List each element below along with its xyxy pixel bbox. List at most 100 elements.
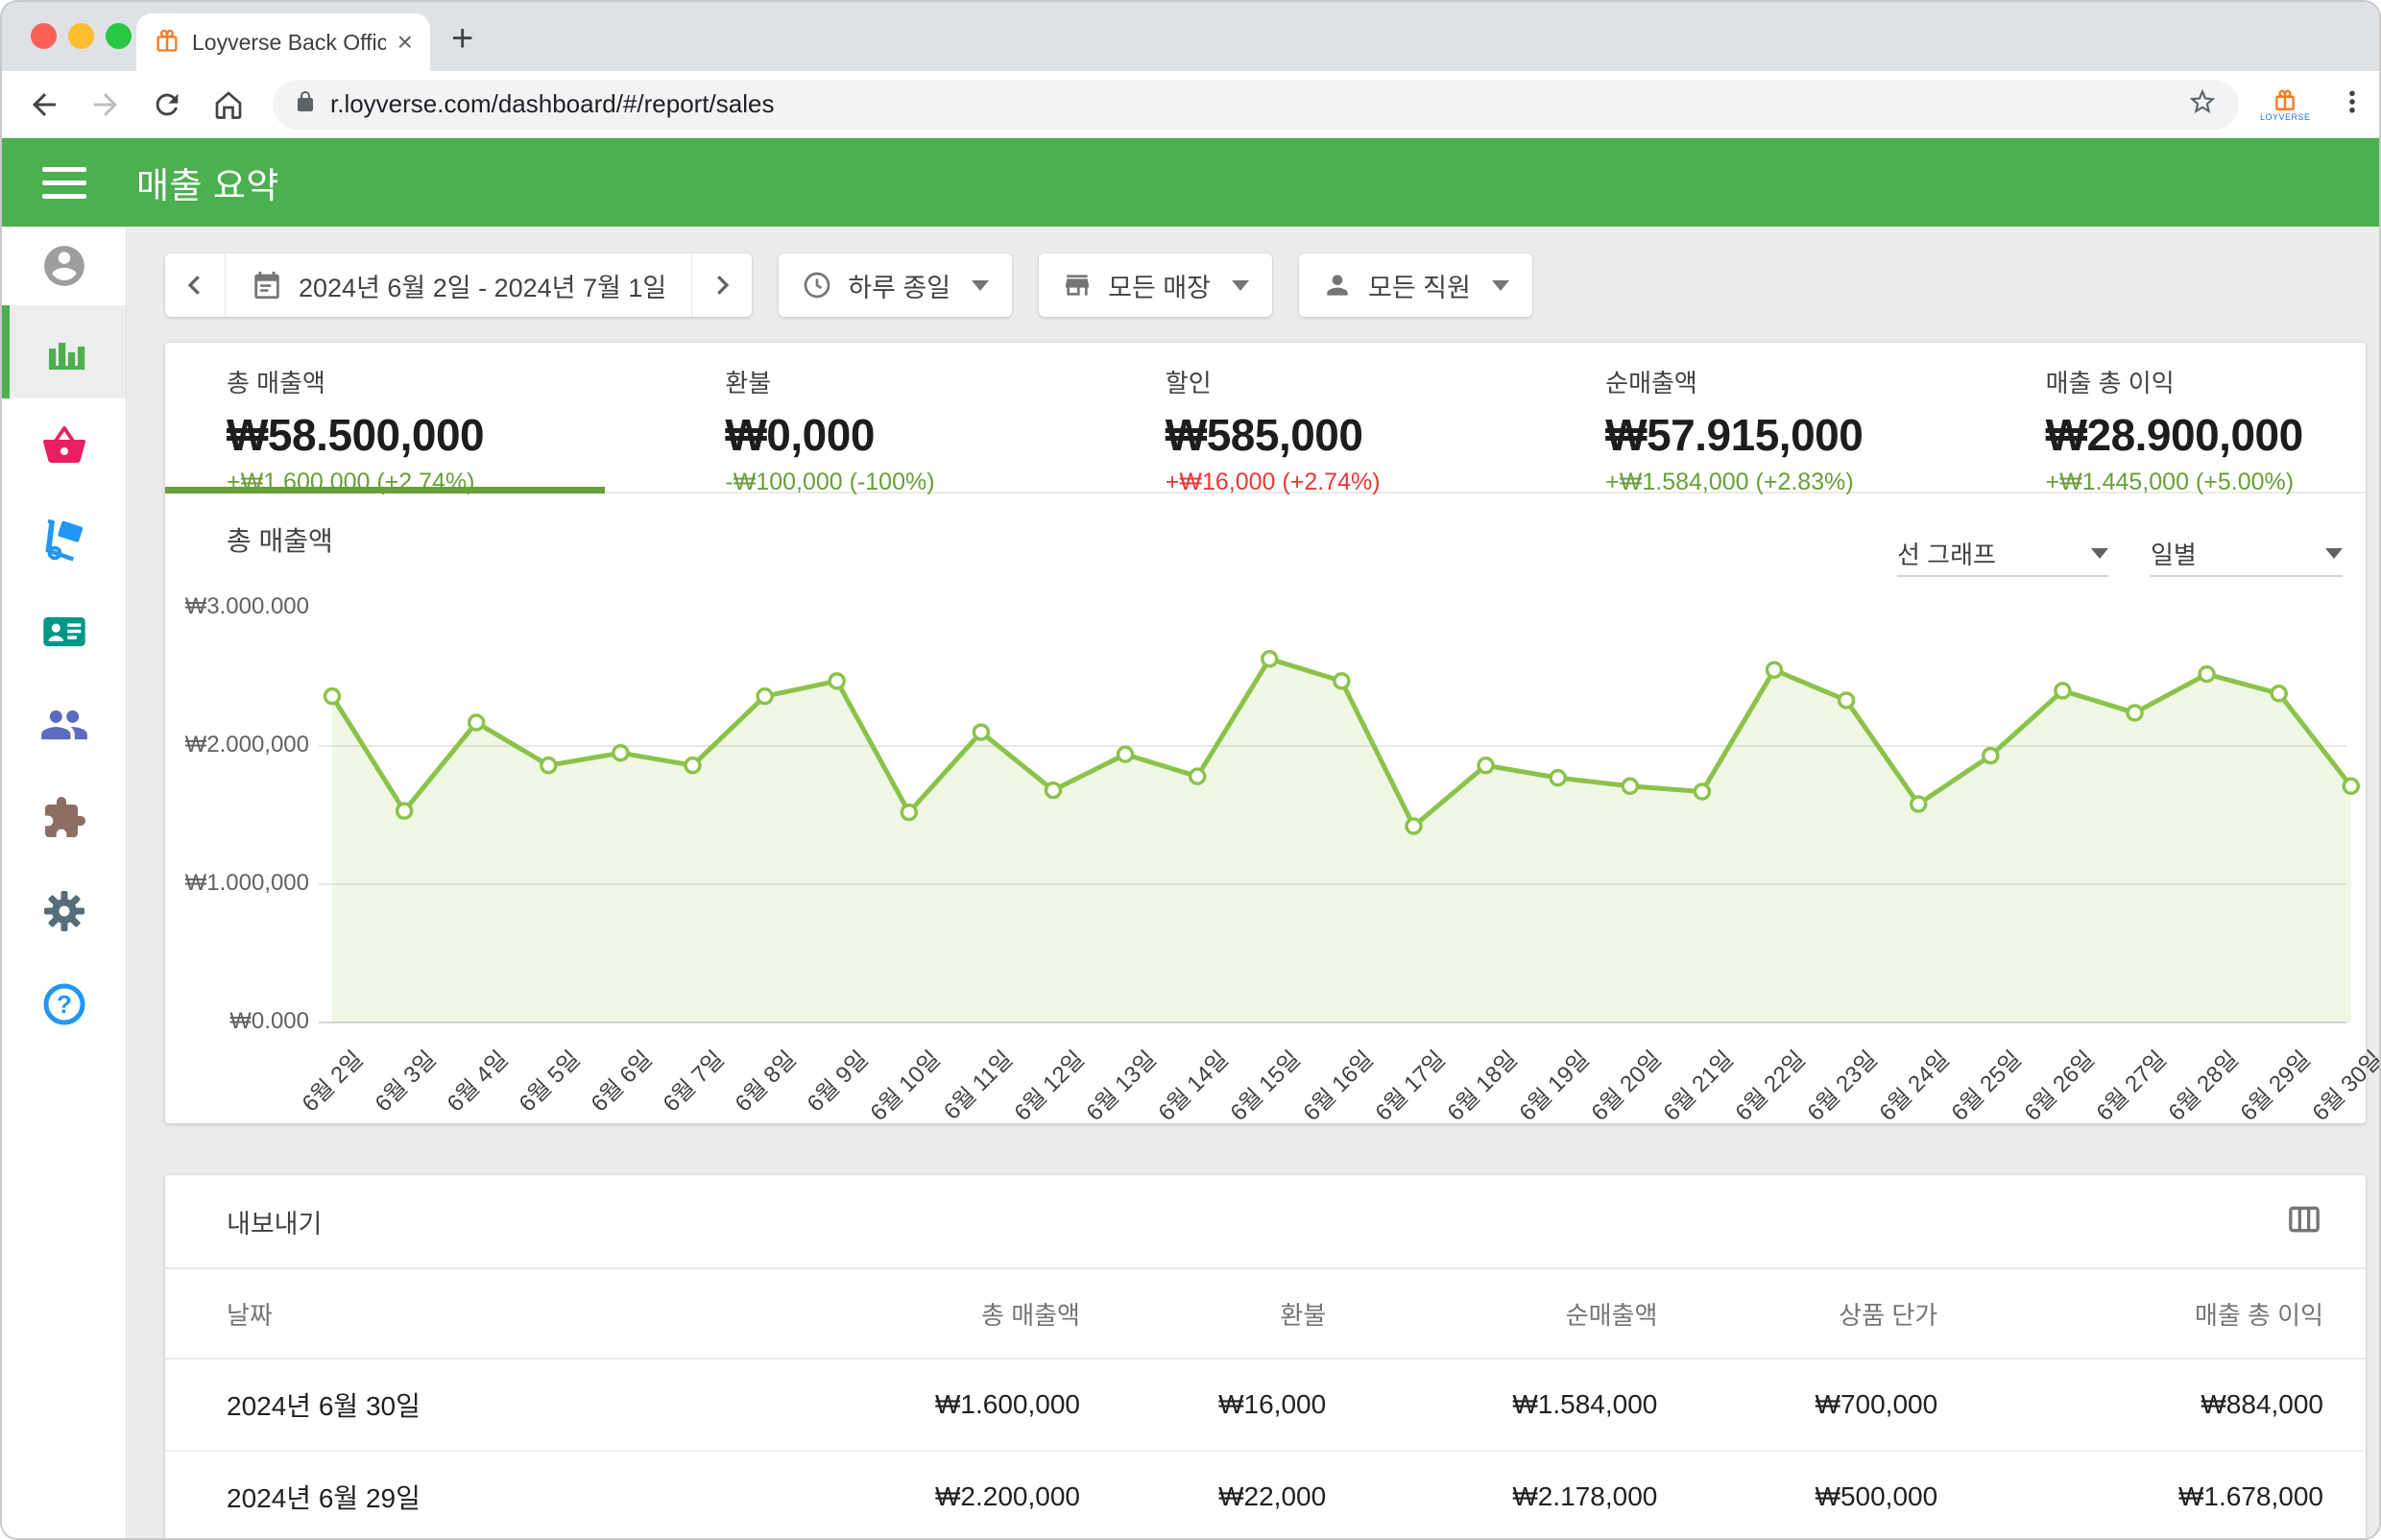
table-cell-value: ₩1.584,000 xyxy=(1326,1359,1658,1452)
chevron-down-icon xyxy=(972,279,990,291)
table-row[interactable]: 2024년 6월 29일 ₩2.200,000 ₩22,000 ₩2.178,000 ₩… xyxy=(165,1451,2366,1538)
data-point-marker xyxy=(1477,756,1495,775)
date-range-button[interactable]: 2024년 6월 2일 - 2024년 7월 1일 xyxy=(225,253,693,317)
x-axis-tick-label: 6월 4일 xyxy=(442,1046,514,1118)
sidebar-item-account[interactable] xyxy=(2,227,126,305)
tab-title: Loyverse Back Office xyxy=(192,29,386,55)
data-point-marker xyxy=(1405,817,1423,835)
gridline xyxy=(319,745,2346,747)
employees-people-icon xyxy=(40,710,87,739)
bookmark-star-icon[interactable] xyxy=(2187,86,2218,122)
table-cell-date: 2024년 6월 29일 xyxy=(165,1451,749,1538)
kpi-label: 할인 xyxy=(1165,369,1212,397)
kpi-change: +₩16,000 (+2.74%) xyxy=(1165,469,1381,495)
person-icon xyxy=(1327,275,1348,296)
chevron-down-icon xyxy=(2325,547,2343,559)
data-point-marker xyxy=(1261,650,1279,668)
sidebar-item-reports[interactable] xyxy=(2,305,126,398)
graph-type-select[interactable]: 선 그래프 xyxy=(1897,531,2108,577)
sidebar-item-employees[interactable] xyxy=(2,678,126,771)
kpi-tab-3[interactable]: 순매출액 ₩57.915,000 +₩1.584,000 (+2.83%) xyxy=(1485,343,1925,495)
kpi-tab-1[interactable]: 환불 ₩0,000 -₩100,000 (-100%) xyxy=(605,343,1045,495)
data-point-marker xyxy=(1549,768,1567,787)
employee-filter-dropdown[interactable]: 모든 직원 xyxy=(1298,253,1532,317)
data-point-marker xyxy=(1621,777,1640,796)
settings-gear-icon xyxy=(43,890,84,931)
kpi-tab-2[interactable]: 할인 ₩585,000 +₩16,000 (+2.74%) xyxy=(1046,343,1485,495)
gridline xyxy=(319,883,2346,885)
chevron-down-icon xyxy=(1491,279,1509,291)
x-axis-tick-label: 6월 9일 xyxy=(802,1046,874,1118)
table-cell-value: ₩884,000 xyxy=(1937,1359,2366,1452)
forward-icon[interactable] xyxy=(86,85,125,124)
table-header-row: 날짜 총 매출액 환불 순매출액 상품 단가 매출 총 이익 xyxy=(165,1267,2366,1360)
main-content: 2024년 6월 2일 - 2024년 7월 1일 하루 종일 xyxy=(127,227,2379,1538)
new-tab-button[interactable]: + xyxy=(451,17,474,60)
x-axis-tick-label: 6월 25일 xyxy=(1947,1046,2028,1126)
browser-menu-kebab-icon[interactable] xyxy=(2338,87,2367,121)
loyverse-extension-icon[interactable]: LOYVERSE xyxy=(2260,87,2311,122)
sidebar-item-items[interactable] xyxy=(2,398,126,492)
sidebar-item-inventory[interactable] xyxy=(2,492,126,585)
data-point-marker xyxy=(540,756,558,775)
kpi-change: +₩1.584,000 (+2.83%) xyxy=(1605,469,1854,495)
store-filter-dropdown[interactable]: 모든 매장 xyxy=(1039,253,1272,317)
data-point-marker xyxy=(323,686,342,706)
date-next-chevron-icon[interactable] xyxy=(692,253,752,317)
sidebar-item-customers[interactable] xyxy=(2,585,126,678)
x-axis-tick-label: 6월 8일 xyxy=(730,1046,802,1118)
x-axis-tick-label: 6월 3일 xyxy=(370,1046,442,1118)
x-axis-tick-label: 6월 22일 xyxy=(1730,1046,1812,1126)
kpi-change: -₩100,000 (-100%) xyxy=(725,469,935,495)
back-icon[interactable] xyxy=(25,85,63,124)
table-cell-value: ₩1.678,000 xyxy=(1937,1451,2366,1538)
data-point-marker xyxy=(612,743,630,762)
data-point-marker xyxy=(1693,782,1712,801)
lock-icon xyxy=(294,90,317,118)
items-basket-icon xyxy=(42,425,85,463)
sidebar-item-help[interactable]: ? xyxy=(2,957,126,1050)
kpi-value: ₩57.915,000 xyxy=(1605,410,1864,460)
sidebar-item-settings[interactable] xyxy=(2,864,126,957)
table-column-header: 환불 xyxy=(1079,1267,1327,1360)
table-row[interactable]: 2024년 6월 30일 ₩1.600,000 ₩16,000 ₩1.584,000 ₩… xyxy=(165,1359,2366,1452)
kpi-value: ₩28.900,000 xyxy=(2045,410,2304,460)
kpi-value: ₩0,000 xyxy=(725,410,875,460)
column-settings-icon[interactable] xyxy=(2285,1200,2323,1243)
table-column-header: 순매출액 xyxy=(1326,1267,1658,1360)
table-cell-value: ₩22,000 xyxy=(1079,1451,1327,1538)
export-button[interactable]: 내보내기 xyxy=(227,1209,323,1239)
reports-bar-chart-icon xyxy=(48,342,84,370)
kpi-label: 순매출액 xyxy=(1605,369,1697,397)
y-axis-tick-label: ₩0.000 xyxy=(229,1008,309,1034)
table-column-header: 총 매출액 xyxy=(748,1267,1080,1360)
x-axis-tick-label: 6월 28일 xyxy=(2163,1046,2244,1126)
data-point-marker xyxy=(2342,777,2361,796)
kpi-tab-row: 총 매출액 ₩58.500,000 +₩1.600,000 (+2.74%) 환불 ₩0… xyxy=(165,343,2366,495)
sidebar-item-integrations[interactable] xyxy=(2,771,126,864)
kpi-label: 환불 xyxy=(725,369,772,397)
date-prev-chevron-icon[interactable] xyxy=(165,253,225,317)
time-filter-dropdown[interactable]: 하루 종일 xyxy=(779,253,1013,317)
x-axis-tick-label: 6월 20일 xyxy=(1586,1046,1667,1126)
interval-select[interactable]: 일별 xyxy=(2151,531,2343,577)
close-tab-icon[interactable]: × xyxy=(397,27,413,57)
browser-tab[interactable]: Loyverse Back Office × xyxy=(136,13,430,71)
close-window-button[interactable] xyxy=(31,23,57,49)
home-icon[interactable] xyxy=(209,85,248,124)
graph-type-value: 선 그래프 xyxy=(1897,540,1996,569)
data-point-marker xyxy=(2198,664,2216,684)
minimize-window-button[interactable] xyxy=(68,23,94,49)
page-title: 매출 요약 xyxy=(136,166,279,205)
hamburger-menu-icon[interactable] xyxy=(42,166,86,199)
reload-icon[interactable] xyxy=(148,85,186,124)
kpi-tab-4[interactable]: 매출 총 이익 ₩28.900,000 +₩1.445,000 (+5.00%) xyxy=(1926,343,2366,495)
zoom-window-button[interactable] xyxy=(106,23,132,49)
customers-card-icon xyxy=(42,616,85,646)
x-axis-tick-label: 6월 11일 xyxy=(938,1046,1018,1125)
kpi-label: 매출 총 이익 xyxy=(2045,369,2175,397)
kpi-tab-0[interactable]: 총 매출액 ₩58.500,000 +₩1.600,000 (+2.74%) xyxy=(165,343,606,495)
x-axis-tick-label: 6월 12일 xyxy=(1009,1046,1091,1126)
address-field[interactable]: r.loyverse.com/dashboard/#/report/sales xyxy=(273,79,2239,130)
